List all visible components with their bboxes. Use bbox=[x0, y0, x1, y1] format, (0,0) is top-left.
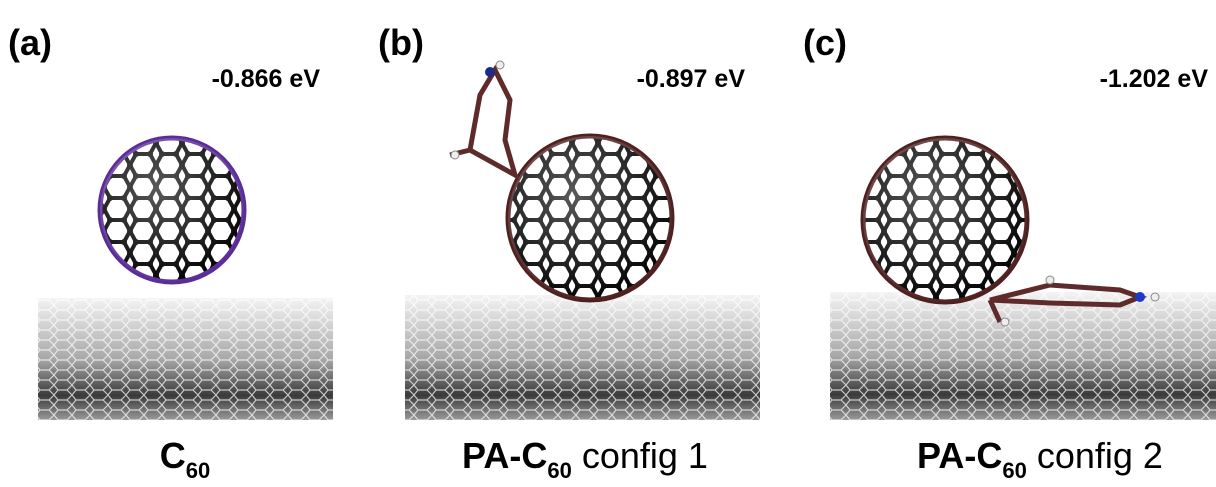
caption-rest: config 1 bbox=[572, 435, 708, 476]
panel-label: (c) bbox=[803, 22, 847, 63]
panel-label: (b) bbox=[378, 22, 424, 63]
caption-main: PA-C bbox=[917, 435, 1002, 476]
binding-energy: -0.866 eV bbox=[212, 65, 321, 93]
graphene-slab bbox=[405, 295, 760, 420]
caption-rest: config 2 bbox=[1027, 435, 1163, 476]
caption-main: PA-C bbox=[462, 435, 547, 476]
caption-subscript: 60 bbox=[547, 458, 571, 483]
caption: C60 bbox=[160, 435, 210, 483]
fullerene bbox=[450, 61, 672, 300]
caption-main: C bbox=[160, 435, 186, 476]
graphene-slab bbox=[38, 298, 333, 420]
caption-subscript: 60 bbox=[1002, 458, 1026, 483]
binding-energy: -1.202 eV bbox=[1100, 65, 1209, 93]
caption-subscript: 60 bbox=[186, 458, 210, 483]
panel-label: (a) bbox=[8, 22, 52, 63]
graphene-slab bbox=[830, 292, 1216, 420]
caption: PA-C60 config 2 bbox=[917, 435, 1163, 483]
figure: (a) (b) (c) -0.866 eV -0.897 eV -1.202 e… bbox=[0, 0, 1216, 487]
binding-energy: -0.897 eV bbox=[637, 65, 746, 93]
caption: PA-C60 config 1 bbox=[462, 435, 708, 483]
fullerene bbox=[100, 138, 244, 282]
